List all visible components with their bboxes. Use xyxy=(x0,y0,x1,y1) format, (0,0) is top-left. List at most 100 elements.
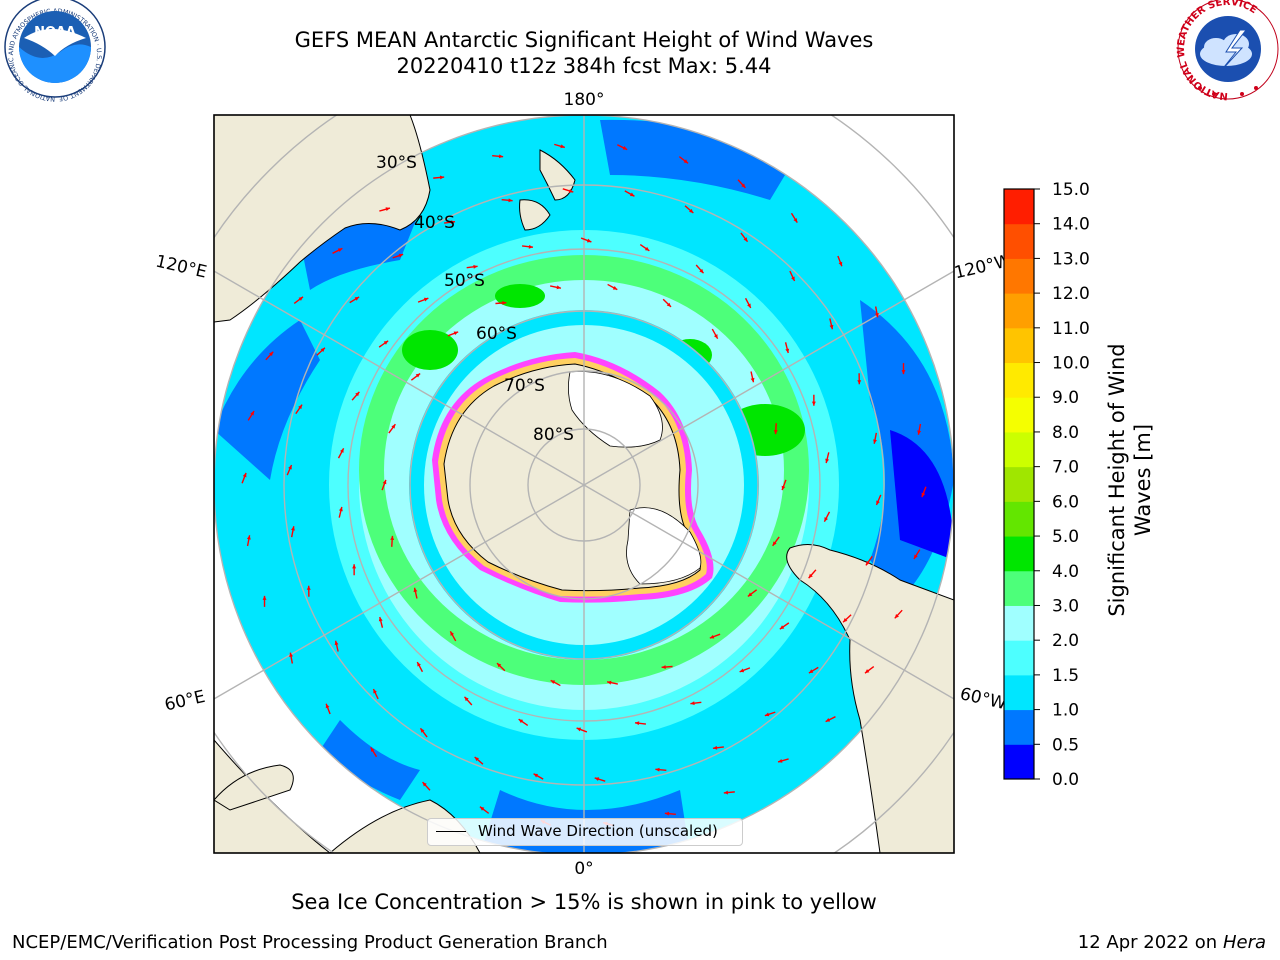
wave-arrow-head xyxy=(781,485,786,491)
wave-arrow-head xyxy=(750,377,755,383)
wave-arrow-head xyxy=(298,296,304,301)
colorbar-swatch xyxy=(1004,501,1034,537)
colorbar-tick-label: 2.0 xyxy=(1052,631,1079,651)
colorbar-ticks: 0.0 0.5 1.0 1.5 2.0 3.0 4.0 5.0 6.0 7.0 8.0 9.0 10.0… xyxy=(1034,180,1090,790)
map-frame xyxy=(213,114,955,854)
map-legend: Wind Wave Direction (unscaled) xyxy=(427,818,743,846)
wave-arrow-head xyxy=(747,303,751,308)
wave-arrow-head xyxy=(864,669,870,674)
wave-arrow-head xyxy=(901,370,906,375)
wave-arrow-head xyxy=(262,595,267,600)
wave-arrow-head xyxy=(793,218,798,223)
wave-arrow-head xyxy=(479,806,485,811)
wave-arrow-head xyxy=(556,285,561,290)
wave-arrow-head xyxy=(382,479,387,485)
colorbar: 0.0 0.5 1.0 1.5 2.0 3.0 4.0 5.0 6.0 7.0 8.0 9.0 10.0… xyxy=(1003,180,1090,790)
wave-arrow-head xyxy=(423,297,429,302)
wave-arrow-head xyxy=(873,439,877,444)
wave-arrow-head xyxy=(875,313,879,318)
colorbar-swatch xyxy=(1004,744,1034,780)
wave-arrow-head xyxy=(743,237,748,242)
wave-arrow-head xyxy=(420,728,425,733)
wave-arrow-head xyxy=(337,248,343,252)
lat-label-70s: 70°S xyxy=(504,376,545,396)
wave-arrow-head xyxy=(773,429,778,435)
wave-arrow-head xyxy=(338,506,343,512)
colorbar-swatch xyxy=(1004,327,1034,364)
colorbar-frame xyxy=(1003,188,1035,780)
wave-arrow-head xyxy=(306,585,311,590)
wave-arrow-head xyxy=(576,727,582,732)
colorbar-tick-label: 13.0 xyxy=(1052,249,1090,269)
colorbar-tick-label: 15.0 xyxy=(1052,180,1090,200)
wave-arrow-head xyxy=(439,175,445,180)
colorbar-tick-label: 8.0 xyxy=(1052,423,1079,443)
colorbar-tick-label: 14.0 xyxy=(1052,215,1090,235)
wave-arrow-head xyxy=(876,500,880,505)
wave-arrow-head xyxy=(824,517,829,522)
antarctica xyxy=(432,352,714,603)
run-host: Hera xyxy=(1222,932,1266,953)
colorbar-tick-label: 4.0 xyxy=(1052,562,1079,582)
wave-direction-arrows xyxy=(241,143,927,827)
new-zealand-north xyxy=(539,149,576,201)
map-subtitle: 20220410 t12z 384h fcst Max: 5.44 xyxy=(396,54,772,78)
longitude-gridlines xyxy=(214,115,954,853)
wave-arrow-head xyxy=(417,662,421,667)
colorbar-swatch xyxy=(1004,397,1034,433)
wave-arrow-head xyxy=(739,668,745,673)
wave-arrow-head xyxy=(629,192,635,197)
wave-arrow-head xyxy=(865,560,870,566)
colorbar-tick-label: 0.5 xyxy=(1052,735,1079,755)
colorbar-swatch xyxy=(1004,709,1034,745)
wave-arrow-head xyxy=(502,301,507,305)
wave-arrow-head xyxy=(772,541,777,546)
wave-arrow-head xyxy=(550,680,556,685)
wave-arrow-head xyxy=(689,208,694,214)
wave-arrow-head xyxy=(528,244,534,249)
south-america xyxy=(786,544,954,853)
wave-arrow-head xyxy=(664,811,670,816)
wave-arrow-head xyxy=(843,618,848,623)
continents xyxy=(214,115,954,853)
wave-arrow-head xyxy=(269,351,274,356)
wave-arrow-head xyxy=(450,220,456,225)
colorbar-tick-label: 1.0 xyxy=(1052,701,1079,721)
wave-arrow-head xyxy=(568,188,574,193)
nws-logo: NATIONAL WEATHER SERVICE xyxy=(1176,0,1279,101)
wave-arrow-head xyxy=(586,238,592,243)
wave-arrow-head xyxy=(508,198,513,203)
colorbar-tick-label: 10.0 xyxy=(1052,354,1090,374)
colorbar-label: Significant Height of Wind Waves [m] xyxy=(1105,343,1155,617)
wave-arrow-head xyxy=(785,348,790,354)
wave-arrow-head xyxy=(355,391,360,397)
sea-ice-note: Sea Ice Concentration > 15% is shown in … xyxy=(291,890,877,914)
wave-arrow-head xyxy=(764,712,770,717)
colorbar-swatches xyxy=(1004,189,1034,780)
colorbar-swatch xyxy=(1004,223,1034,259)
wave-arrow-head xyxy=(825,718,831,722)
legend-line-sample xyxy=(436,831,466,832)
lat-label-30s: 30°S xyxy=(376,153,417,173)
colorbar-tick-label: 0.0 xyxy=(1052,770,1079,790)
wave-arrow-head xyxy=(320,347,325,352)
colorbar-swatch xyxy=(1004,605,1034,641)
wave-arrow-head xyxy=(473,264,478,269)
wave-arrow-head xyxy=(894,614,899,619)
wave-arrow-head xyxy=(497,663,502,668)
wave-arrow-head xyxy=(683,159,689,164)
wave-arrow-head xyxy=(352,564,357,569)
new-zealand-south xyxy=(519,199,551,231)
colorbar-swatch xyxy=(1004,258,1034,294)
lon-label-180: 180° xyxy=(564,90,605,110)
wave-arrow-head xyxy=(339,448,344,453)
wave-arrow-head xyxy=(661,665,666,669)
wave-arrow-head xyxy=(811,401,816,406)
australia xyxy=(214,115,431,323)
wave-arrow-head xyxy=(291,526,295,531)
wave-arrow-head xyxy=(634,721,640,726)
map-title: GEFS MEAN Antarctic Significant Height o… xyxy=(294,28,874,52)
lat-label-80s: 80°S xyxy=(533,425,574,445)
wave-arrow-head xyxy=(373,688,377,694)
wave-arrow-head xyxy=(334,640,339,646)
